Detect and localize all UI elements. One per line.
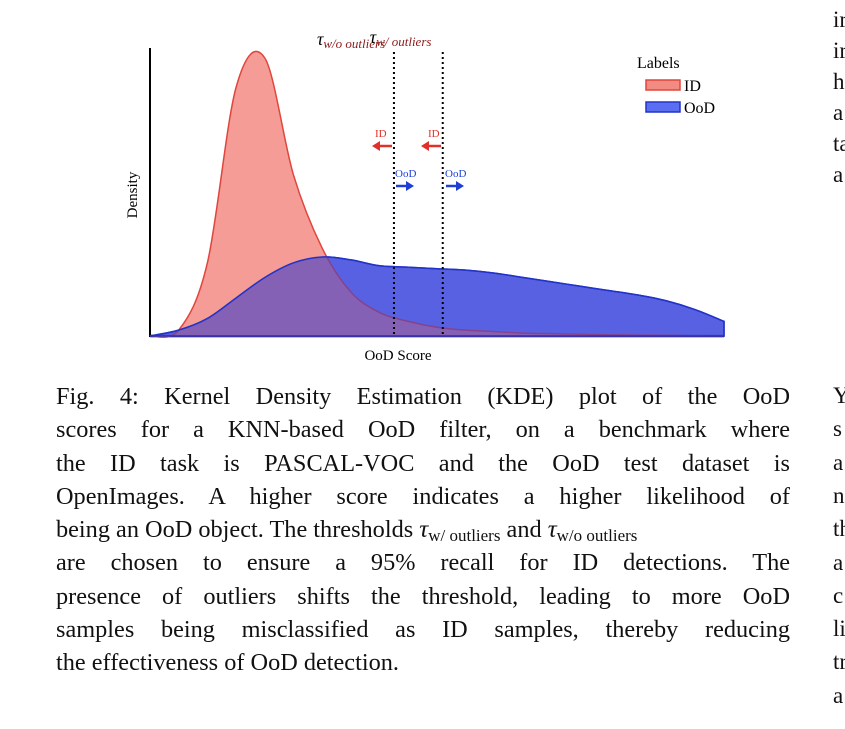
id-arrow-label: ID [428,128,440,140]
id-arrow-label: ID [375,128,387,140]
right-column-text: a [833,162,844,187]
right-column-text: ta [833,131,845,156]
tau-symbol: τ [419,516,429,544]
kde-figure: τw/o outliers τw/ outliers ID OoD ID OoD… [125,27,725,364]
caption-line: Fig. 4: Kernel Density Estimation (KDE) … [56,383,790,410]
threshold-label-with-outliers: τw/ outliers [370,27,432,49]
caption-line: samples being misclassified as ID sample… [56,616,790,644]
caption-text: and [500,516,548,544]
right-column-text: th [833,516,845,542]
arrowhead-right-icon [406,181,414,191]
right-column-text: n [833,482,845,508]
caption-line: are chosen to ensure a 95% recall for ID… [56,549,790,577]
arrowhead-right-icon [456,181,464,191]
right-column-text: c [833,582,844,608]
caption-line: the ID task is PASCAL-VOC and the OoD te… [56,449,790,477]
ood-arrow-label: OoD [445,168,466,180]
right-column-text: a [833,549,844,575]
caption-line-thresholds: being an OoD object. The thresholds τw/ … [56,513,790,546]
right-column-text: Y [833,383,845,408]
density-areas [149,50,725,339]
ood-arrow-label: OoD [395,168,416,180]
right-column-text: tr [833,649,845,675]
tau-subscript: w/o outliers [556,526,638,546]
threshold-label-without-outliers: τw/o outliers [317,29,385,51]
right-column-text: s [833,416,842,442]
right-column-text: a [833,449,844,475]
threshold-arrows-without-outliers: ID OoD [372,128,416,191]
right-column-text: a [833,682,844,708]
legend: Labels ID OoD [637,55,715,117]
legend-label-ood: OoD [684,100,715,117]
legend-label-id: ID [684,78,701,95]
y-axis-label: Density [125,171,141,218]
right-column-text: ir [833,7,845,32]
caption-line: the effectiveness of OoD detection. [56,649,399,677]
caption-line: presence of outliers shifts the threshol… [56,582,790,610]
right-column-text: a [833,100,844,125]
caption-line: scores for a KNN-based OoD filter, on a … [56,416,790,444]
right-column-text: ir [833,38,845,63]
legend-title: Labels [637,55,680,72]
legend-swatch-ood [645,101,681,113]
tau-symbol: τ [547,516,557,544]
kde-plot: τw/o outliers τw/ outliers ID OoD ID OoD… [125,27,725,364]
figure-caption: Fig. 4: Kernel Density Estimation (KDE) … [56,380,790,680]
arrowhead-left-icon [372,141,380,151]
density-area-overlap [149,256,725,337]
tau-subscript: w/ outliers [428,526,501,546]
caption-text: being an OoD object. The thresholds [56,516,420,544]
threshold-arrows-with-outliers: ID OoD [421,128,466,191]
arrowhead-left-icon [421,141,429,151]
right-column-text: h [833,69,845,94]
caption-line: OpenImages. A higher score indicates a h… [56,482,790,510]
x-axis-label: OoD Score [364,348,431,364]
legend-swatch-id [645,79,681,91]
right-column-text: li [833,616,845,642]
